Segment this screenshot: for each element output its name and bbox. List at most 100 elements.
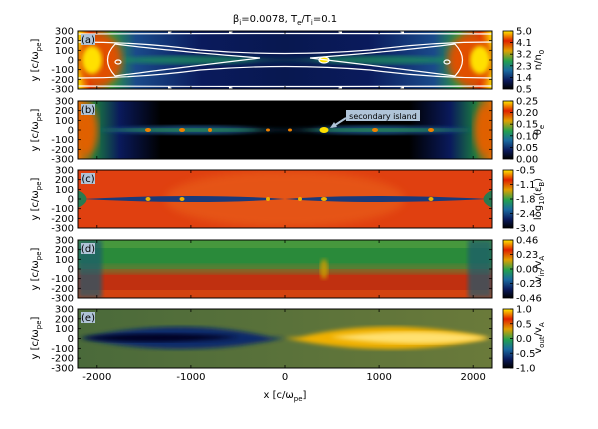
panel-a-sheet [90,55,480,65]
annotation-secondary-island: secondary island [349,112,417,121]
colorbar-label-c: log10(εB) [533,178,546,220]
panel-a-tag-bg [81,34,95,45]
panel-c-tag-bg [81,173,95,184]
y-axis-label-d: y [c/ωpe] [30,247,43,290]
panel-b-right-island [474,104,492,156]
panel-a-arrows [168,31,404,89]
colorbar-tick-label-e: -1.0 [516,364,536,375]
panel-a-tag: (a) [81,35,95,46]
colorbar-tick-label-a: 4.1 [516,38,532,49]
panel-c-blobs [145,197,434,201]
panel-b-tag: (b) [81,105,95,116]
ytick-label-b: 100 [55,116,74,127]
colorbar-tick-label-d: 0.46 [516,236,538,247]
ytick-label-c: 100 [55,185,74,196]
panel-b-sheet [95,125,475,135]
colorbar-tick-label-c: -1.1 [516,180,536,191]
panel-b-secondary-island [319,127,329,133]
xtick-label: -2000 [82,372,111,383]
panel-b: (b) secondary island [77,100,493,160]
ytick-label-d: -300 [51,294,74,305]
panel-d-right-edge [468,240,492,298]
colorbar-tick-label-d: -0.23 [516,279,542,290]
panel-a-right-core [470,46,490,74]
ytick-label-a: 200 [55,36,74,47]
colorbar-tick-label-c: -2.4 [516,209,536,220]
ytick-label-c: 0 [68,195,74,206]
ytick-label-c: -300 [51,224,74,235]
panel-a-field-lines [78,32,492,88]
colorbar-label-e: vout/vA [533,322,546,354]
ytick-label-e: 300 [55,305,74,316]
panel-d-tag: (d) [81,244,95,255]
colorbar-tick-label-a: 1.4 [516,73,532,84]
y-axis-label-c: y [c/ωpe] [30,177,43,220]
panel-a-left-core [82,46,102,74]
panel-c: (c) [77,169,493,229]
ytick-label-d: 300 [55,236,74,247]
colorbar-tick-label-a: 5.0 [516,27,532,38]
panel-c-right-edge [483,190,492,208]
colorbar-label-a: n/n0 [533,50,546,71]
ytick-label-e: -200 [51,354,74,365]
colorbar-tick-label-c: -0.5 [516,166,536,177]
colorbar-label-d: vin/vA [533,256,546,283]
panel-d-mid-band [78,264,492,274]
figure-title: βi=0.0078, Te/Ti=0.1 [233,14,337,27]
ytick-label-b: 0 [68,126,74,137]
ytick-label-c: -200 [51,214,74,225]
colorbar-tick-label-d: 0.23 [516,250,538,261]
panel-d-island [320,259,328,279]
panel-a: (a) [77,30,493,90]
xtick-label: 0 [282,372,288,383]
ytick-label-d: 100 [55,255,74,266]
panel-e-outflow-core [330,331,490,344]
ytick-label-d: -200 [51,284,74,295]
ytick-label-a: -100 [51,65,74,76]
ytick-label-b: -200 [51,145,74,156]
ytick-label-e: 100 [55,324,74,335]
ytick-label-b: 200 [55,106,74,117]
y-axis-label-b: y [c/ωpe] [30,108,43,151]
panel-d-lower-band [78,290,492,298]
colorbar-tick-label-e: 1.0 [516,305,532,316]
colorbar-tick-label-a: 2.3 [516,61,532,72]
panel-b-blobs [145,128,434,132]
x-axis-label: x [c/ωpe] [264,390,307,403]
ytick-label-a: -200 [51,75,74,86]
panel-e-tag: (e) [81,313,95,324]
panel-d-upper-band [78,240,492,248]
colorbar-tick-label-b: 0.15 [516,120,538,131]
panel-d-tag-bg [81,243,95,254]
panel-d: (d) [77,239,493,299]
annotation-box [346,110,420,121]
colorbar-tick-label-b: 0.05 [516,143,538,154]
colorbar-tick-label-a: 3.2 [516,50,532,61]
colorbar-tick-label-b: 0.10 [516,131,538,142]
panel-c-tag: (c) [81,174,94,185]
colorbar-tick-label-a: 0.5 [516,85,532,96]
xtick-label: 2000 [460,372,485,383]
ytick-label-d: 200 [55,245,74,256]
annotation-arrow-head [330,122,337,128]
colorbar-tick-label-b: 0.25 [516,97,538,108]
y-axis-label-a: y [c/ωpe] [30,38,43,81]
ytick-label-b: -100 [51,135,74,146]
xtick-label: 1000 [366,372,391,383]
colorbar-b [502,100,514,160]
ytick-label-e: -300 [51,364,74,375]
colorbar-tick-label-e: 0.0 [516,334,532,345]
colorbar-tick-label-e: 0.5 [516,319,532,330]
colorbar-a [502,30,514,90]
xtick-label: -1000 [176,372,205,383]
ytick-label-a: 0 [68,56,74,67]
ytick-label-c: 300 [55,166,74,177]
ytick-label-a: 100 [55,46,74,57]
ytick-label-e: 0 [68,334,74,345]
panel-e-inflow-core [80,333,240,342]
colorbar-tick-label-c: -3.0 [516,224,536,235]
panel-c-left-edge [78,190,87,208]
panel-b-left-island [78,104,98,156]
